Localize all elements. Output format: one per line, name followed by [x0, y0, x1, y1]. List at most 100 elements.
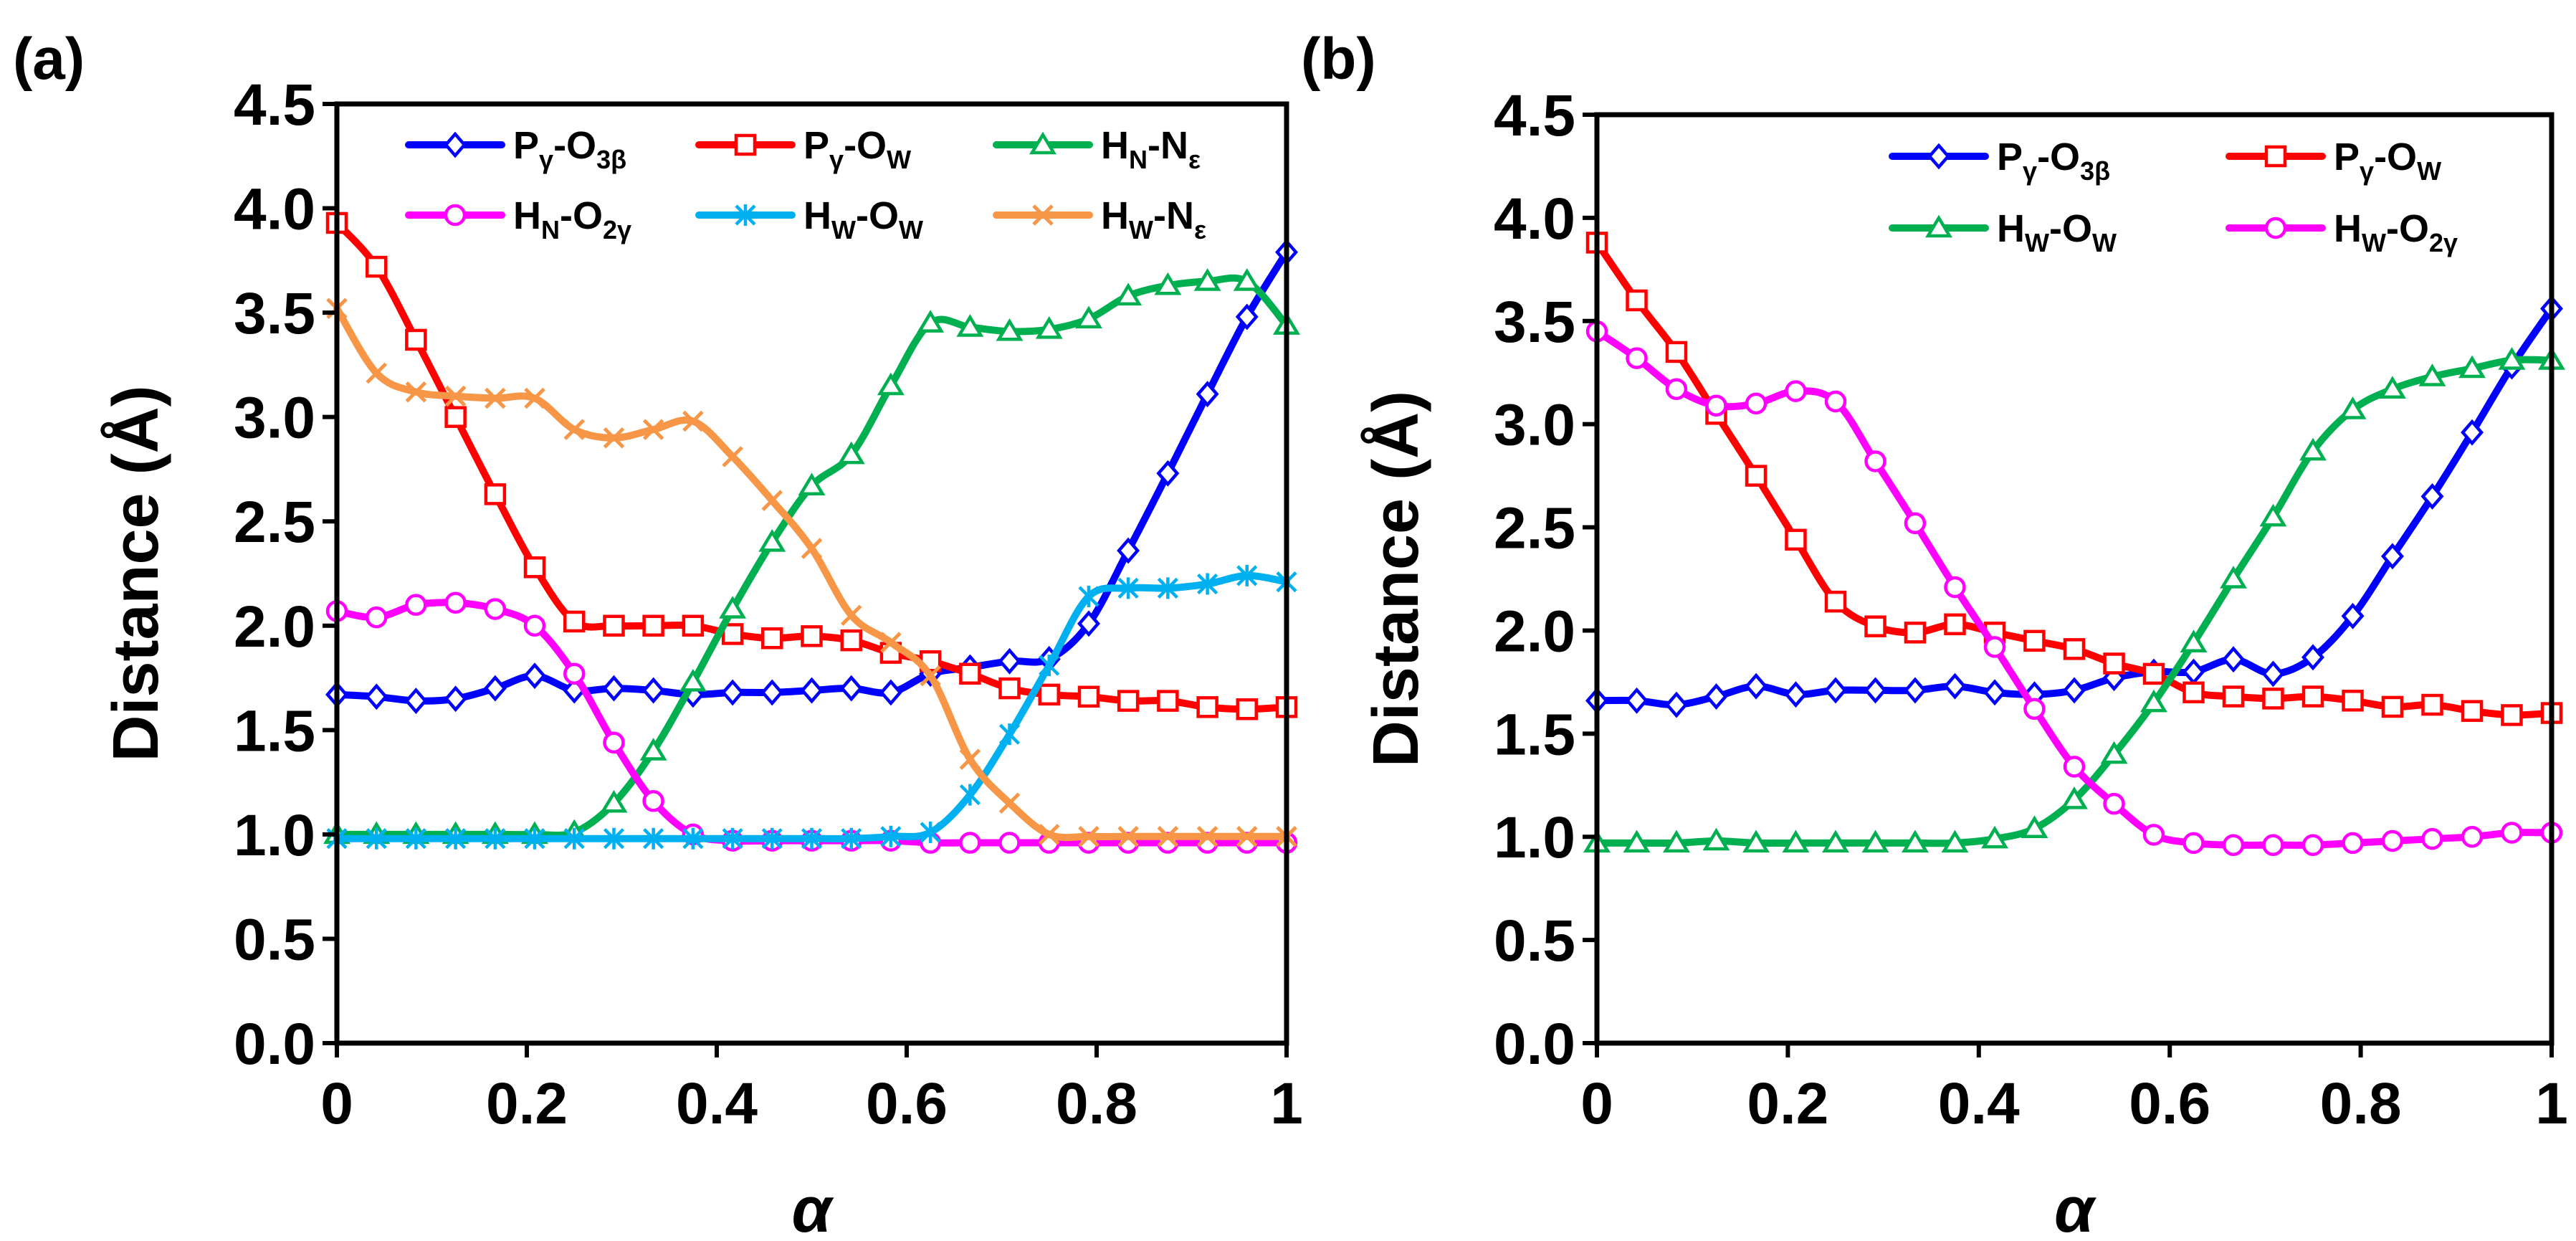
data-point — [1236, 564, 1258, 586]
legend-label: HW-OW — [803, 194, 923, 244]
y-tick-label: 3.5 — [1494, 290, 1575, 355]
data-point — [483, 675, 507, 702]
legend-entry: HW-O2γ — [2226, 207, 2458, 257]
data-point — [2222, 834, 2245, 856]
data-point — [523, 662, 546, 690]
y-tick-label: 0.0 — [1494, 1012, 1575, 1077]
data-point — [445, 827, 467, 850]
data-point — [1944, 576, 1966, 599]
data-point — [1117, 690, 1140, 712]
data-point — [1035, 316, 1063, 339]
data-point — [1196, 381, 1219, 408]
data-point — [2222, 646, 2246, 673]
y-tick-label: 1.5 — [1494, 702, 1575, 767]
data-point — [1038, 824, 1060, 845]
y-axis-title: Distance (Å) — [100, 385, 172, 761]
data-point — [2299, 437, 2327, 461]
legend-entry: HN-O2γ — [405, 194, 631, 244]
series-line — [333, 274, 1290, 839]
legend-entry: HW-Nε — [993, 194, 1206, 244]
data-point — [2461, 419, 2484, 446]
legend-entry: HN-Nε — [993, 124, 1201, 174]
data-point — [1078, 826, 1099, 847]
data-point — [404, 688, 428, 715]
legend-label: Pγ-O3β — [513, 124, 626, 174]
data-point — [1626, 347, 1648, 369]
legend-marker — [1029, 131, 1056, 155]
legend-marker — [2264, 145, 2287, 168]
data-point — [366, 362, 388, 384]
data-point — [1117, 577, 1139, 599]
data-point — [2380, 543, 2404, 570]
data-point — [641, 677, 665, 704]
data-point — [800, 677, 824, 704]
data-point — [959, 832, 981, 854]
data-point — [603, 827, 625, 850]
data-point — [682, 410, 704, 432]
data-point — [1822, 829, 1849, 853]
data-point — [721, 679, 745, 706]
data-point — [1236, 698, 1258, 721]
data-point — [1785, 380, 1807, 402]
data-point — [2139, 689, 2167, 713]
data-point — [2501, 822, 2523, 844]
y-tick-label: 3.0 — [1494, 393, 1575, 458]
data-point — [1861, 829, 1889, 853]
data-point — [366, 255, 388, 278]
data-point — [444, 385, 467, 407]
y-tick-label: 2.5 — [1494, 496, 1575, 561]
data-point — [2501, 704, 2523, 726]
data-point — [1742, 829, 1770, 853]
data-point — [798, 472, 826, 495]
data-point — [2063, 677, 2086, 704]
data-point — [1824, 590, 1847, 613]
data-point — [2461, 700, 2484, 722]
data-point — [366, 606, 388, 629]
data-point — [405, 381, 427, 403]
y-tick-label: 0.0 — [234, 1012, 315, 1077]
data-point — [761, 490, 783, 511]
data-point — [1625, 687, 1649, 714]
legend-entry: Pγ-O3β — [405, 124, 626, 174]
data-point — [1904, 622, 1927, 644]
data-point — [600, 789, 628, 813]
panel-label: (b) — [1301, 27, 1376, 92]
data-point — [2461, 825, 2484, 848]
data-point — [1705, 394, 1727, 417]
data-point — [1117, 826, 1139, 847]
data-point — [524, 387, 545, 409]
data-point — [1623, 829, 1651, 853]
data-point — [444, 685, 467, 713]
chart-panel-b: (b) 0.0 0.5 1.0 1.5 2.0 2.5 3.0 3.5 4.0 4.5 0 0.2 0.4… — [1301, 27, 2568, 1241]
data-point — [642, 614, 664, 637]
y-tick-label: 4.5 — [234, 72, 315, 138]
data-point — [839, 675, 863, 702]
data-point — [2381, 829, 2404, 852]
data-point — [1782, 829, 1810, 853]
series-2 — [1583, 347, 2565, 853]
data-point — [880, 825, 902, 847]
data-point — [1784, 681, 1808, 708]
data-point — [1196, 826, 1218, 847]
data-point — [1702, 827, 1730, 851]
data-point — [721, 623, 744, 645]
data-point — [444, 406, 467, 428]
data-point — [1983, 679, 2007, 706]
legend-marker — [735, 204, 756, 226]
data-point — [2142, 662, 2165, 685]
data-point — [2182, 658, 2205, 685]
data-point — [1981, 825, 2009, 849]
data-point — [1665, 378, 1688, 400]
data-point — [1077, 610, 1100, 637]
x-tick-label: 0.6 — [2129, 1071, 2210, 1136]
data-point — [2262, 688, 2284, 710]
data-point — [2339, 396, 2367, 419]
data-point — [2301, 834, 2324, 856]
y-axis-title: Distance (Å) — [1360, 391, 1432, 767]
data-point — [1196, 696, 1218, 718]
legend-label: HN-Nε — [1101, 124, 1201, 174]
legend-entry: HW-OW — [695, 194, 923, 244]
data-point — [602, 675, 626, 702]
data-point — [1983, 636, 2006, 658]
data-point — [523, 556, 546, 579]
